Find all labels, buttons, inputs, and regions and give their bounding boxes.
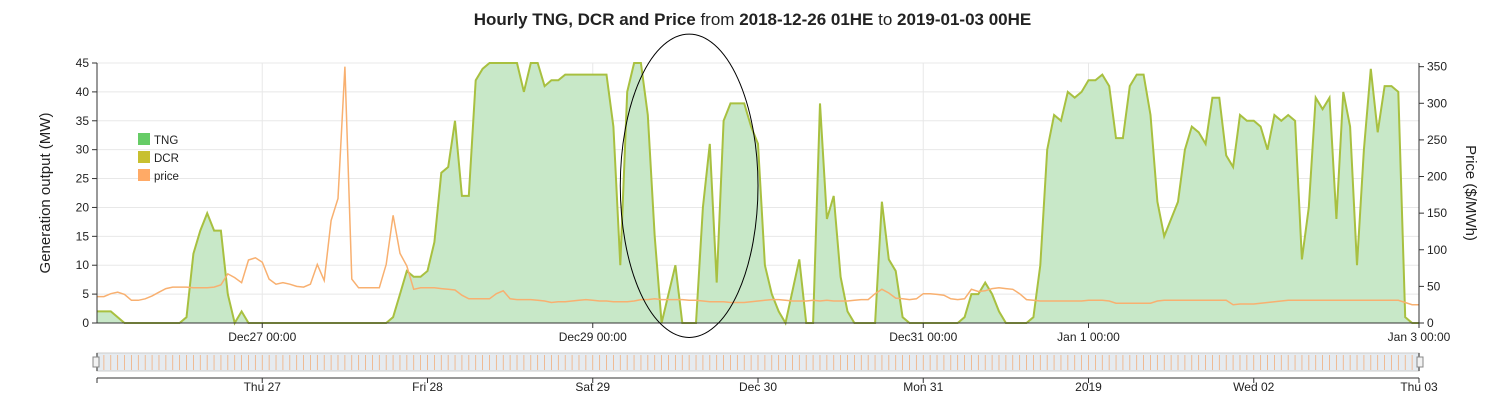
y-tick-label: 15 (76, 229, 90, 243)
navigator-label: Thu 03 (1400, 380, 1438, 394)
legend-label-price: price (154, 171, 179, 183)
y-tick-label: 5 (82, 287, 89, 301)
y2-axis-title: Price ($/MWh) (1462, 145, 1479, 241)
chart-title: Hourly TNG, DCR and Price from 2018-12-2… (0, 10, 1505, 30)
y2-tick-label: 250 (1427, 133, 1447, 147)
chart-title-to: to (873, 10, 898, 29)
y2-tick-label: 350 (1427, 60, 1447, 74)
y-tick-label: 40 (76, 85, 90, 99)
x-tick-label: Dec29 00:00 (559, 330, 627, 344)
navigator-grip-right (1416, 356, 1424, 368)
navigator-label: Thu 27 (244, 380, 282, 394)
y-tick-label: 30 (76, 143, 90, 157)
x-tick-label: Jan 1 00:00 (1057, 330, 1120, 344)
navigator-label: Wed 02 (1233, 380, 1274, 394)
y-tick-label: 35 (76, 114, 90, 128)
navigator-label: 2019 (1075, 380, 1102, 394)
chart-title-series: Hourly TNG, DCR and Price (473, 10, 696, 29)
y-tick-label: 25 (76, 172, 90, 186)
legend: TNG DCR price (138, 133, 179, 183)
y2-tick-label: 100 (1427, 243, 1447, 257)
navigator-label: Sat 29 (575, 380, 610, 394)
navigator-label: Fri 28 (412, 380, 443, 394)
y2-tick-label: 200 (1427, 170, 1447, 184)
navigator[interactable]: Thu 27 Fri 28 Sat 29 Dec 30 Mon 31 2019 Wed 02… (92, 352, 1438, 394)
chart-title-start: 2018-12-26 01HE (739, 10, 874, 29)
axes: Generation output (MW) Price ($/MWh) 0 5 1… (37, 56, 1479, 344)
x-tick-label: Dec27 00:00 (228, 330, 296, 344)
navigator-grip-left (92, 356, 100, 368)
legend-label-dcr: DCR (154, 153, 179, 165)
legend-swatch-dcr (138, 151, 150, 163)
annotation-circle (619, 33, 759, 338)
chart-title-from: from (695, 10, 740, 29)
price-line (97, 66, 1419, 306)
chart-title-end: 2019-01-03 00HE (897, 10, 1032, 29)
y2-tick-label: 300 (1427, 96, 1447, 110)
legend-label-tng: TNG (154, 135, 178, 147)
legend-swatch-price (138, 169, 150, 181)
y2-tick-label: 50 (1427, 279, 1441, 293)
y2-tick-label: 150 (1427, 206, 1447, 220)
y-axis-title: Generation output (MW) (37, 113, 54, 274)
y-tick-label: 0 (82, 316, 89, 330)
x-tick-label: Dec31 00:00 (889, 330, 957, 344)
legend-swatch-tng (138, 133, 150, 145)
y-tick-label: 20 (76, 200, 90, 214)
y2-tick-label: 0 (1427, 316, 1434, 330)
y-tick-label: 10 (76, 258, 90, 272)
y-tick-label: 45 (76, 56, 90, 70)
navigator-label: Mon 31 (903, 380, 943, 394)
navigator-label: Dec 30 (739, 380, 777, 394)
x-tick-label: Jan 3 00:00 (1388, 330, 1451, 344)
annotation-ellipse (619, 33, 759, 338)
